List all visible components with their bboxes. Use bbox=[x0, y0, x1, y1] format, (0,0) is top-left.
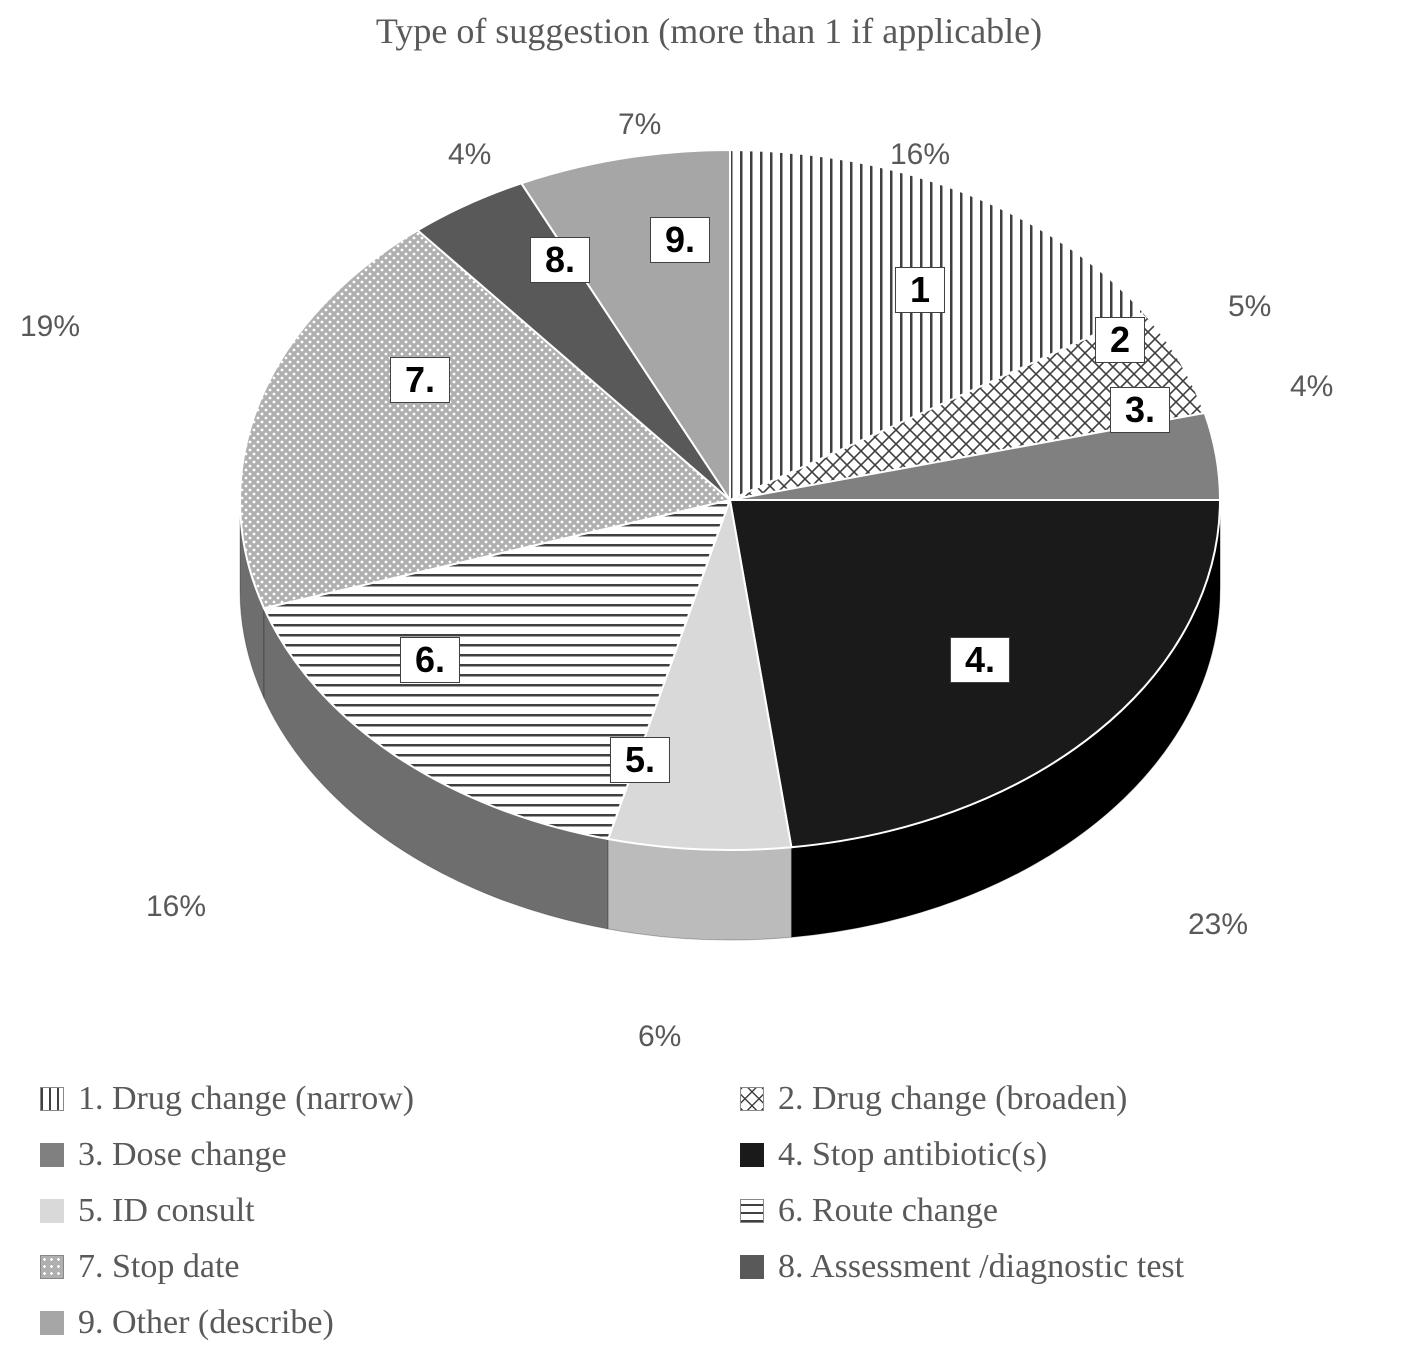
legend-label-1: 1. Drug change (narrow) bbox=[78, 1080, 414, 1118]
pie-slice-side bbox=[608, 839, 791, 940]
pct-label-1: 16% bbox=[890, 138, 950, 172]
pct-label-4: 23% bbox=[1188, 908, 1248, 942]
slice-number-5: 5. bbox=[610, 737, 670, 783]
legend-label-9: 9. Other (describe) bbox=[78, 1304, 334, 1342]
legend-item-1: 1. Drug change (narrow) bbox=[40, 1080, 700, 1118]
legend-swatch-1 bbox=[40, 1087, 64, 1111]
slice-number-6: 6. bbox=[400, 637, 460, 683]
legend: 1. Drug change (narrow) 2. Drug change (b… bbox=[40, 1080, 1400, 1342]
legend-swatch-8 bbox=[740, 1255, 764, 1279]
legend-item-9: 9. Other (describe) bbox=[40, 1304, 700, 1342]
chart-title: Type of suggestion (more than 1 if appli… bbox=[0, 10, 1418, 52]
legend-label-8: 8. Assessment /diagnostic test bbox=[778, 1248, 1184, 1286]
legend-swatch-2 bbox=[740, 1087, 764, 1111]
pct-label-3: 4% bbox=[1290, 370, 1333, 404]
legend-swatch-4 bbox=[740, 1143, 764, 1167]
pct-label-8: 4% bbox=[448, 138, 491, 172]
slice-number-1: 1 bbox=[895, 267, 945, 313]
legend-label-3: 3. Dose change bbox=[78, 1136, 287, 1174]
legend-item-4: 4. Stop antibiotic(s) bbox=[740, 1136, 1400, 1174]
legend-item-7: 7. Stop date bbox=[40, 1248, 700, 1286]
slice-number-4: 4. bbox=[950, 637, 1010, 683]
legend-item-2: 2. Drug change (broaden) bbox=[740, 1080, 1400, 1118]
legend-swatch-9 bbox=[40, 1311, 64, 1335]
legend-label-5: 5. ID consult bbox=[78, 1192, 255, 1230]
legend-swatch-5 bbox=[40, 1199, 64, 1223]
slice-number-3: 3. bbox=[1110, 387, 1170, 433]
slice-number-7: 7. bbox=[390, 357, 450, 403]
legend-item-8: 8. Assessment /diagnostic test bbox=[740, 1248, 1400, 1286]
pct-label-6: 16% bbox=[146, 890, 206, 924]
slice-number-9: 9. bbox=[650, 217, 710, 263]
legend-label-4: 4. Stop antibiotic(s) bbox=[778, 1136, 1047, 1174]
slice-number-2: 2 bbox=[1095, 317, 1145, 363]
pct-label-2: 5% bbox=[1228, 290, 1271, 324]
pct-label-5: 6% bbox=[638, 1020, 681, 1054]
pct-label-7: 19% bbox=[20, 310, 80, 344]
legend-item-3: 3. Dose change bbox=[40, 1136, 700, 1174]
legend-item-5: 5. ID consult bbox=[40, 1192, 700, 1230]
legend-swatch-3 bbox=[40, 1143, 64, 1167]
pct-label-9: 7% bbox=[618, 108, 661, 142]
legend-swatch-7 bbox=[40, 1255, 64, 1279]
legend-item-6: 6. Route change bbox=[740, 1192, 1400, 1230]
legend-label-6: 6. Route change bbox=[778, 1192, 998, 1230]
legend-swatch-6 bbox=[740, 1199, 764, 1223]
slice-number-8: 8. bbox=[530, 237, 590, 283]
legend-label-2: 2. Drug change (broaden) bbox=[778, 1080, 1127, 1118]
page: Type of suggestion (more than 1 if appli… bbox=[0, 0, 1418, 1371]
pie-chart: 16% 5% 4% 23% 6% 16% 19% 4% 7% 1 2 3. 4. 5. 6. 7. 8. 9. bbox=[0, 80, 1418, 1080]
legend-label-7: 7. Stop date bbox=[78, 1248, 239, 1286]
